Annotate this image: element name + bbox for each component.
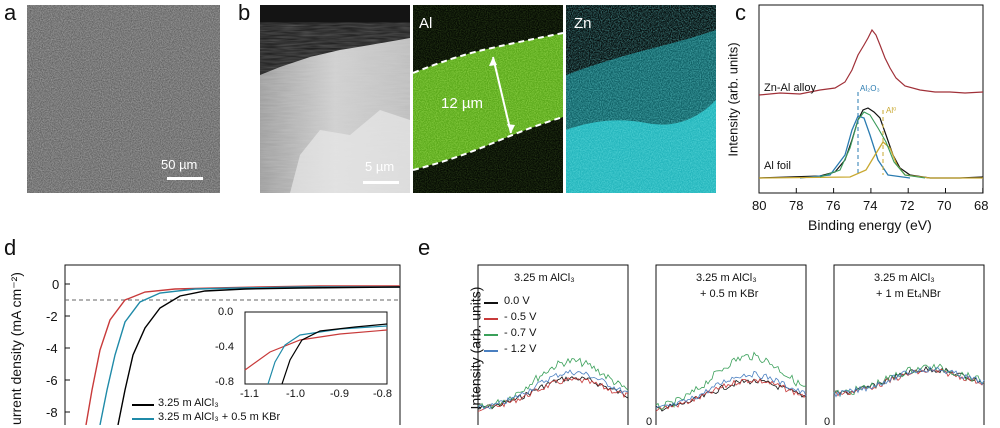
raman-title-2a: 3.25 m AlCl₃ — [696, 272, 757, 284]
lsv-y-tick: 0 — [52, 277, 60, 292]
raman-curve — [655, 378, 807, 412]
xps-x-tick: 80 — [752, 198, 767, 213]
raman-legend-label: - 1.2 V — [504, 343, 537, 355]
sem-image-surface: 50 µm — [27, 5, 220, 193]
xps-peak-metal-label: Al⁰ — [886, 106, 897, 115]
panel-label-b: b — [238, 0, 251, 25]
raman-curve — [477, 369, 629, 410]
eds-map-al: Al 12 µm — [413, 5, 563, 193]
panel-label-e: e — [418, 235, 431, 260]
lsv-inset-x-tick: -1.1 — [240, 388, 259, 400]
xps-y-axis-title: Intensity (arb. units) — [725, 42, 741, 157]
xps-x-tick: 78 — [789, 198, 804, 213]
raman-curve — [477, 377, 629, 412]
xps-fit-oxide — [799, 115, 911, 179]
xps-fit-envelope — [819, 111, 926, 179]
scale-bar-b-label: 5 µm — [365, 159, 395, 174]
thickness-label: 12 µm — [441, 95, 483, 112]
lsv-y-tick: -4 — [46, 341, 58, 356]
xps-x-tick: 76 — [826, 198, 841, 213]
lsv-legend-swatch — [132, 404, 154, 406]
thickness-arrow — [492, 56, 512, 134]
raman-curve — [833, 368, 985, 397]
lsv-inset-y-tick: -0.8 — [215, 376, 234, 388]
raman-legend-swatch — [484, 350, 498, 352]
lsv-y-tick: -8 — [46, 405, 58, 420]
raman-title-2b: + 0.5 m KBr — [700, 288, 759, 300]
raman-curve — [833, 365, 985, 398]
al-map-label: Al — [419, 15, 433, 32]
lsv-inset-y-tick: -0.4 — [215, 341, 234, 353]
raman-curve — [477, 357, 629, 409]
scale-bar-a-label: 50 µm — [161, 157, 198, 172]
raman-zero-2: 0 — [824, 416, 831, 428]
lsv-y-tick: -2 — [46, 309, 58, 324]
sem-image-cross-section: 5 µm — [260, 5, 410, 193]
raman-curve — [833, 366, 985, 396]
lsv-y-axis-title: urrent density (mA cm⁻²) — [7, 272, 24, 425]
xps-fit-metal — [758, 141, 983, 179]
raman-curve — [655, 351, 807, 410]
xps-x-tick: 70 — [937, 198, 952, 213]
panel-label-d: d — [4, 235, 17, 260]
xps-x-tick: 74 — [863, 198, 878, 213]
raman-title-3b: + 1 m Et₄NBr — [876, 288, 941, 300]
lsv-legend-label: 3.25 m AlCl₃ — [158, 397, 219, 409]
raman-curve — [833, 363, 985, 398]
lsv-inset-x-tick: -0.8 — [373, 388, 392, 400]
zn-map-label: Zn — [574, 15, 592, 32]
scale-bar-a — [167, 177, 203, 180]
raman-curve — [655, 370, 807, 409]
raman-curve — [655, 378, 807, 412]
raman-curve — [477, 376, 629, 410]
lsv-y-tick: -6 — [46, 373, 58, 388]
xps-x-tick: 68 — [974, 198, 989, 213]
raman-y-axis-title: Intensity (arb. units) — [467, 286, 484, 410]
lsv-inset-x-tick: -1.0 — [286, 388, 305, 400]
xps-x-axis-title: Binding energy (eV) — [808, 217, 932, 233]
lsv-legend-swatch — [132, 418, 154, 420]
raman-zero-1: 0 — [646, 416, 653, 428]
panel-label-c: c — [735, 0, 746, 25]
scale-bar-b — [363, 181, 399, 184]
lsv-inset — [244, 311, 388, 385]
eds-map-zn: Zn — [566, 5, 716, 193]
lsv-inset-y-tick: 0.0 — [218, 306, 234, 318]
xps-trace-alloy-label: Zn-Al alloy — [764, 82, 816, 94]
raman-legend-swatch — [484, 318, 498, 320]
raman-legend-label: - 0.7 V — [504, 327, 537, 339]
panel-label-a: a — [4, 0, 17, 25]
xps-x-tick: 72 — [900, 198, 915, 213]
raman-title-1: 3.25 m AlCl₃ — [514, 272, 575, 284]
raman-legend-label: 0.0 V — [504, 295, 530, 307]
lsv-legend-label: 3.25 m AlCl₃ + 0.5 m KBr — [158, 411, 281, 423]
xps-trace-al-foil — [758, 107, 984, 179]
xps-trace-al-foil-label: Al foil — [764, 160, 791, 172]
raman-legend-label: - 0.5 V — [504, 311, 537, 323]
raman-legend-swatch — [484, 302, 498, 304]
lsv-inset-x-tick: -0.9 — [330, 388, 349, 400]
raman-title-3a: 3.25 m AlCl₃ — [874, 272, 935, 284]
xps-peak-oxide-label: Al₂O₃ — [860, 84, 880, 93]
raman-legend-swatch — [484, 334, 498, 336]
